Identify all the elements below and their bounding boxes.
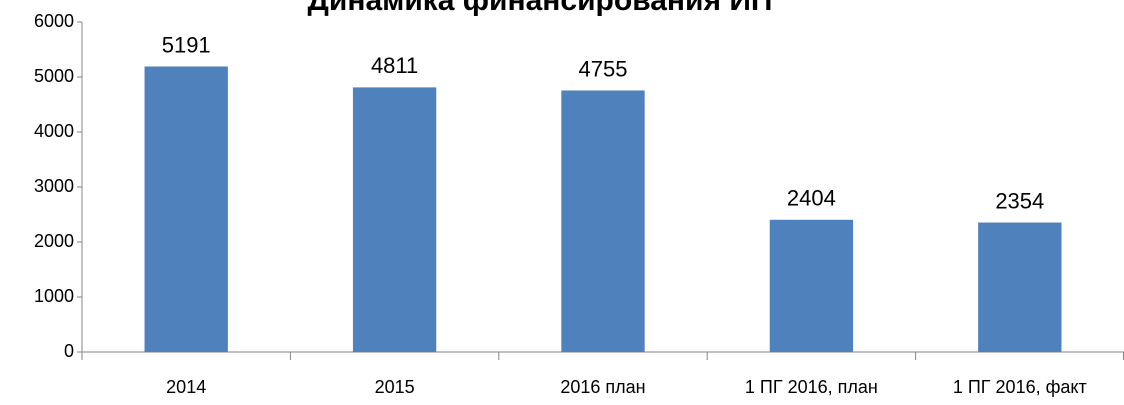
y-tick-label: 4000 <box>34 121 74 141</box>
y-tick-label: 5000 <box>34 66 74 86</box>
y-tick-label: 0 <box>64 341 74 361</box>
y-tick-label: 2000 <box>34 231 74 251</box>
data-label: 2354 <box>995 188 1044 213</box>
y-tick-label: 6000 <box>34 11 74 31</box>
x-tick-label: 2016 план <box>560 377 645 397</box>
data-label: 4755 <box>579 56 628 81</box>
bar <box>769 219 854 352</box>
x-tick-label: 2014 <box>166 377 206 397</box>
x-tick-label: 1 ПГ 2016, факт <box>953 377 1087 397</box>
bar <box>144 66 228 353</box>
data-label: 4811 <box>371 53 418 78</box>
data-label: 2404 <box>787 186 836 211</box>
x-tick-label: 1 ПГ 2016, план <box>745 377 878 397</box>
bar <box>561 90 645 352</box>
data-label: 5191 <box>162 32 211 57</box>
y-tick-label: 1000 <box>34 286 74 306</box>
x-tick-label: 2015 <box>375 377 415 397</box>
bar <box>978 222 1062 352</box>
y-tick-label: 3000 <box>34 176 74 196</box>
bar <box>352 87 437 353</box>
chart-title: Динамика финансирования ИП <box>308 0 773 17</box>
